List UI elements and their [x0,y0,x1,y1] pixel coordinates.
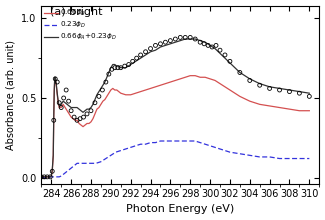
Point [66,99,71,103]
Point [163,40,168,44]
Point [39,175,44,179]
Point [55,80,60,84]
Point [257,83,262,87]
Point [50,170,55,173]
Point [277,88,282,92]
Text: (a) bright: (a) bright [50,7,102,17]
Point [205,44,211,47]
Point [307,95,312,98]
Point [112,66,117,70]
Point [237,71,242,74]
Point [183,36,188,39]
Point [222,53,227,57]
Point [214,44,219,47]
Point [143,50,148,53]
Point [122,64,127,68]
Point [77,117,83,121]
Point [193,37,198,41]
Point [69,109,74,112]
Point [130,60,135,63]
Point [51,119,56,122]
Point [81,115,86,119]
Point [118,66,124,70]
Point [217,48,223,52]
Point [88,109,94,112]
Point [115,66,120,70]
Point [100,88,105,92]
Point [138,53,143,57]
Point [168,39,173,42]
Point [72,115,77,119]
Point [74,119,80,122]
Point [148,47,153,50]
Point [57,101,62,104]
Point [58,106,64,109]
Point [126,63,131,66]
Point [287,90,292,93]
Y-axis label: Absorbance (arb. unit): Absorbance (arb. unit) [6,40,16,150]
Point [61,96,66,100]
Point [173,37,178,41]
Point [103,80,109,84]
Point [48,175,53,179]
Legend: 0.66$\phi_A$, 0.23$\phi_D$, 0.66$\phi_A$+0.23$\phi_D$: 0.66$\phi_A$, 0.23$\phi_D$, 0.66$\phi_A$… [43,7,119,44]
Point [53,77,58,81]
Point [109,68,114,71]
Point [227,60,232,63]
Point [188,36,193,39]
Point [106,72,111,76]
Point [297,92,302,95]
Point [92,101,98,104]
Point [42,175,47,179]
Point [96,95,101,98]
Point [198,40,203,44]
Point [64,88,69,92]
Point [209,45,215,49]
Point [45,175,50,179]
Point [178,36,183,39]
Point [267,87,272,90]
Point [158,42,163,46]
Point [247,79,253,82]
Point [202,42,207,46]
Point [153,44,158,47]
Point [84,112,90,116]
X-axis label: Photon Energy (eV): Photon Energy (eV) [126,204,234,214]
Point [134,56,139,60]
